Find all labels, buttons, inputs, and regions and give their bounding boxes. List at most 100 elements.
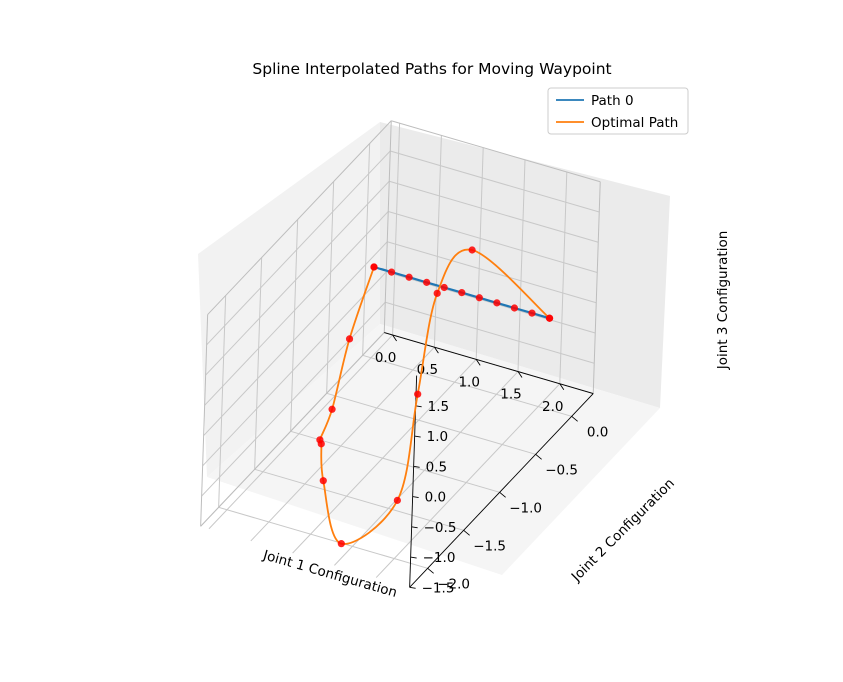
y-tick-label: −2.0 — [437, 576, 470, 592]
grid-line-x — [334, 371, 519, 566]
grid-line-z — [206, 150, 391, 346]
grid-line-y — [254, 257, 263, 470]
grid-line-z — [203, 241, 388, 436]
grid-line-y — [326, 392, 536, 455]
x-tick-mark — [475, 359, 481, 366]
grid-line-x — [559, 171, 568, 384]
grid-line-y — [254, 468, 464, 531]
legend-label-optimal: Optimal Path — [591, 115, 678, 131]
y-axis-line — [409, 393, 594, 588]
x-tick-label: 2.0 — [542, 399, 563, 415]
optimal-path-waypoint — [433, 289, 441, 297]
grid-line-z — [387, 241, 597, 304]
x-tick-label: 1.5 — [500, 387, 521, 403]
optimal-path-waypoint — [317, 440, 325, 448]
x-tick-label: 0.5 — [417, 362, 438, 378]
optimal-path-waypoint — [370, 263, 378, 271]
pane-edge — [383, 120, 392, 333]
z-tick-mark — [413, 465, 420, 468]
x-axis-line — [384, 332, 594, 394]
legend: Path 0 Optimal Path — [547, 87, 689, 135]
z-tick-label: −0.5 — [424, 520, 457, 536]
x-tick-mark — [434, 346, 439, 354]
grid-line-y — [218, 295, 227, 508]
y-axis-label: Joint 2 Configuration — [568, 476, 678, 586]
z-tick-label: −1.5 — [422, 580, 455, 596]
grid-line-x — [375, 383, 561, 578]
y-tick-mark — [463, 529, 470, 536]
grid-line-x — [433, 135, 442, 348]
path0-waypoint — [458, 289, 466, 297]
z-tick-label: 1.5 — [428, 399, 449, 415]
pane-edge — [391, 120, 601, 183]
pane-floor — [207, 324, 660, 575]
grid-line-z — [390, 150, 600, 213]
grid-line-x — [292, 359, 477, 554]
optimal-path-waypoint — [345, 335, 354, 343]
grid-line-x — [250, 346, 435, 542]
z-tick-mark — [409, 586, 416, 589]
grid-line-z — [385, 301, 595, 364]
grid-line-y — [290, 219, 299, 432]
x-tick-label: 1.0 — [458, 374, 479, 390]
optimal-path-waypoint — [319, 477, 327, 485]
optimal-path-waypoint — [328, 405, 336, 413]
axis-lines — [200, 120, 601, 589]
grid-line-z — [205, 180, 390, 376]
grid-line-x — [517, 159, 526, 372]
path0-waypoint — [387, 268, 396, 276]
pane-edge — [592, 181, 601, 394]
x-tick-mark — [517, 371, 523, 378]
grid-line-y — [290, 430, 500, 493]
z-tick-label: 0.5 — [426, 459, 447, 475]
y-tick-mark — [427, 567, 434, 574]
z-tick-label: 1.0 — [427, 429, 448, 445]
legend-label-path0: Path 0 — [591, 93, 634, 109]
y-tick-mark — [499, 491, 506, 498]
grid-line-y — [362, 143, 371, 356]
y-tick-label: −1.0 — [509, 500, 542, 516]
z-tick-mark — [411, 526, 418, 529]
z-tick-label: 0.0 — [425, 490, 446, 506]
y-tick-mark — [571, 415, 578, 422]
grid-line-y — [326, 181, 335, 394]
y-tick-label: −0.5 — [545, 462, 578, 478]
axes-panes — [198, 122, 670, 575]
path0-waypoint — [423, 278, 431, 286]
path0-waypoint — [440, 283, 448, 292]
grid-line-z — [389, 180, 599, 243]
pane-edge — [207, 120, 392, 315]
x-tick-label: 0.0 — [375, 350, 396, 366]
grid-line-x — [208, 334, 393, 530]
grid-line-z — [204, 211, 389, 406]
grid-line-z — [202, 271, 387, 467]
pane-back — [380, 122, 670, 408]
optimal-path-waypoint — [393, 496, 401, 504]
y-tick-label: 0.0 — [587, 424, 608, 440]
grid-line-x — [392, 123, 401, 335]
path0-waypoint — [493, 299, 501, 307]
z-tick-mark — [410, 556, 417, 559]
pane-edge — [200, 314, 209, 527]
z-tick-label: −1.0 — [423, 550, 456, 566]
grid-line-z — [201, 301, 386, 497]
pane-edge — [200, 332, 385, 527]
waypoint-markers — [316, 246, 554, 548]
grid-line-y — [218, 506, 428, 569]
path0-waypoint — [528, 309, 536, 317]
grid-line-z — [388, 211, 598, 273]
path0-waypoint — [475, 294, 483, 302]
grid-line-y — [362, 354, 572, 417]
x-axis-label: Joint 1 Configuration — [260, 547, 399, 601]
chart-title: Spline Interpolated Paths for Moving Way… — [252, 60, 611, 78]
path0-waypoint — [510, 304, 519, 312]
z-tick-mark — [412, 496, 419, 499]
x-tick-mark — [392, 334, 397, 342]
y-tick-label: −1.5 — [473, 538, 506, 554]
pane-left — [198, 122, 380, 477]
z-axis-label: Joint 3 Configuration — [715, 231, 731, 371]
z-tick-mark — [414, 435, 421, 438]
grid-line-z — [386, 271, 596, 334]
path0-waypoint — [405, 273, 413, 281]
